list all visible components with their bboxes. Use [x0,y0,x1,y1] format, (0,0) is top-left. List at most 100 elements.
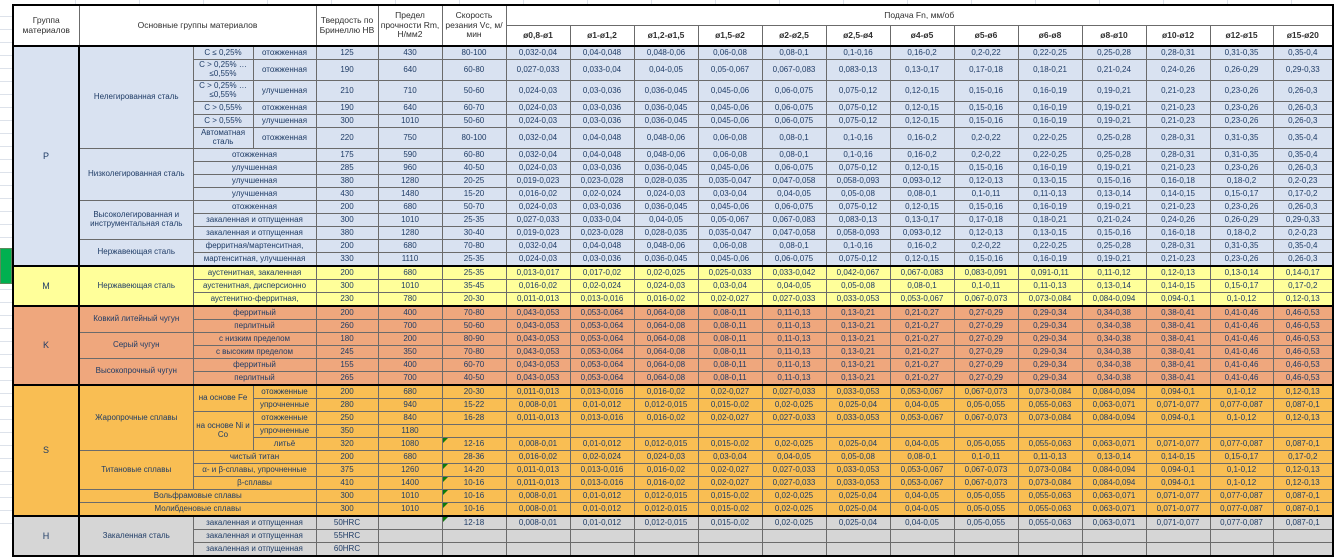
feed-cell[interactable]: 0,02-0,025 [761,437,827,451]
header-diameter[interactable]: ø5-ø6 [953,25,1019,47]
name-cell[interactable]: аустенитная, закаленная [192,265,317,280]
feed-cell[interactable]: 0,34-0,38 [1081,319,1147,333]
feed-cell[interactable]: 0,04-0,05 [889,398,955,412]
vc-cell[interactable]: 50-60 [441,319,507,333]
feed-cell[interactable]: 0,26-0,3 [1272,101,1334,115]
feed-cell[interactable]: 0,013-0,016 [569,411,635,425]
feed-cell[interactable]: 0,011-0,013 [505,292,571,307]
feed-cell[interactable]: 0,21-0,27 [889,371,955,386]
feed-cell[interactable]: 0,03-0,036 [569,200,635,214]
name-cell[interactable]: отожженная [192,148,317,162]
feed-cell[interactable]: 0,25-0,28 [1081,45,1147,60]
header-diameter[interactable]: ø12-ø15 [1209,25,1274,47]
feed-cell[interactable]: 0,02-0,025 [633,265,699,280]
feed-cell[interactable]: 0,16-0,18 [1145,226,1211,240]
feed-cell[interactable]: 0,12-0,13 [1272,411,1334,425]
feed-cell[interactable]: 0,13-0,21 [825,358,891,372]
feed-cell[interactable]: 0,41-0,46 [1209,358,1274,372]
feed-cell[interactable]: 0,22-0,25 [1017,148,1083,162]
group-cell[interactable]: S [12,384,80,517]
feed-cell[interactable] [1145,529,1211,543]
header-diameter[interactable]: ø8-ø10 [1081,25,1147,47]
feed-cell[interactable]: 0,03-0,036 [569,161,635,175]
rm-cell[interactable]: 780 [377,292,443,307]
rm-cell[interactable]: 1110 [377,252,443,267]
name-cell[interactable]: С > 0,25% … ≤0,55% [192,59,254,81]
name-cell[interactable]: ферритная/мартенситная, [192,239,317,253]
name-cell[interactable]: перлитный [192,319,317,333]
feed-cell[interactable] [505,424,571,438]
feed-cell[interactable] [1272,424,1334,438]
feed-cell[interactable]: 0,077-0,087 [1209,502,1274,517]
vc-cell[interactable]: 60-70 [441,101,507,115]
feed-cell[interactable]: 0,04-0,048 [569,148,635,162]
name-cell[interactable]: С > 0,55% [192,114,254,128]
feed-cell[interactable]: 0,016-0,02 [633,292,699,307]
hb-cell[interactable]: 190 [315,101,379,115]
rm-cell[interactable]: 840 [377,411,443,425]
feed-cell[interactable]: 0,053-0,067 [889,476,955,490]
feed-cell[interactable]: 0,12-0,15 [889,101,955,115]
feed-cell[interactable]: 0,045-0,06 [697,114,763,128]
feed-cell[interactable]: 0,075-0,12 [825,252,891,267]
feed-cell[interactable]: 0,064-0,08 [633,319,699,333]
feed-cell[interactable]: 0,093-0,12 [889,174,955,188]
feed-cell[interactable]: 0,073-0,084 [1017,463,1083,477]
feed-cell[interactable]: 0,071-0,077 [1145,437,1211,451]
feed-cell[interactable]: 0,013-0,016 [569,292,635,307]
vc-cell[interactable]: 16-28 [441,411,507,425]
feed-cell[interactable]: 0,18-0,21 [1017,59,1083,81]
vc-cell[interactable]: 25-35 [441,265,507,280]
feed-cell[interactable] [633,424,699,438]
feed-cell[interactable]: 0,23-0,26 [1209,80,1274,102]
group-cell[interactable]: M [12,265,80,307]
feed-cell[interactable]: 0,12-0,15 [889,200,955,214]
feed-cell[interactable]: 0,13-0,14 [1081,187,1147,201]
feed-cell[interactable] [569,529,635,543]
feed-cell[interactable]: 0,073-0,084 [1017,384,1083,399]
feed-cell[interactable]: 0,15-0,16 [953,200,1019,214]
feed-cell[interactable]: 0,08-0,1 [761,239,827,253]
feed-cell[interactable]: 0,03-0,036 [569,101,635,115]
feed-cell[interactable]: 0,084-0,094 [1081,292,1147,307]
header-diameter[interactable]: ø0,8-ø1 [505,25,571,47]
feed-cell[interactable] [1017,542,1083,557]
feed-cell[interactable]: 0,036-0,045 [633,200,699,214]
hb-cell[interactable]: 350 [315,424,379,438]
feed-cell[interactable]: 0,087-0,1 [1272,515,1334,530]
name-cell[interactable]: перлитный [192,371,317,386]
feed-cell[interactable]: 0,21-0,23 [1145,80,1211,102]
feed-cell[interactable]: 0,22-0,25 [1017,45,1083,60]
feed-cell[interactable]: 0,084-0,094 [1081,476,1147,490]
feed-cell[interactable]: 0,21-0,27 [889,305,955,320]
feed-cell[interactable]: 0,032-0,04 [505,45,571,60]
feed-cell[interactable]: 0,23-0,26 [1209,252,1274,267]
feed-cell[interactable]: 0,064-0,08 [633,305,699,320]
feed-cell[interactable]: 0,17-0,2 [1272,279,1334,293]
feed-cell[interactable]: 0,077-0,087 [1209,489,1274,503]
feed-cell[interactable]: 0,26-0,3 [1272,161,1334,175]
rm-cell[interactable]: 400 [377,305,443,320]
vc-cell[interactable]: 35-45 [441,279,507,293]
hb-cell[interactable]: 380 [315,226,379,240]
feed-cell[interactable]: 0,058-0,093 [825,226,891,240]
feed-cell[interactable]: 0,12-0,13 [953,226,1019,240]
feed-cell[interactable] [1272,542,1334,557]
rm-cell[interactable]: 1010 [377,213,443,227]
vc-cell[interactable]: 14-20 [441,463,507,477]
feed-cell[interactable]: 0,016-0,02 [633,411,699,425]
vc-cell[interactable]: 10-16 [441,489,507,503]
feed-cell[interactable]: 0,26-0,3 [1272,252,1334,267]
hb-cell[interactable]: 200 [315,450,379,464]
feed-cell[interactable]: 0,024-0,03 [505,80,571,102]
feed-cell[interactable]: 0,03-0,036 [569,114,635,128]
feed-cell[interactable]: 0,04-0,05 [889,502,955,517]
feed-cell[interactable]: 0,05-0,055 [953,489,1019,503]
feed-cell[interactable]: 0,077-0,087 [1209,515,1274,530]
hb-cell[interactable]: 210 [315,80,379,102]
feed-cell[interactable]: 0,15-0,16 [1081,174,1147,188]
vc-cell[interactable]: 25-35 [441,213,507,227]
feed-cell[interactable]: 0,12-0,13 [1272,476,1334,490]
name-cell[interactable]: С > 0,55% [192,101,254,115]
feed-cell[interactable]: 0,17-0,18 [953,59,1019,81]
